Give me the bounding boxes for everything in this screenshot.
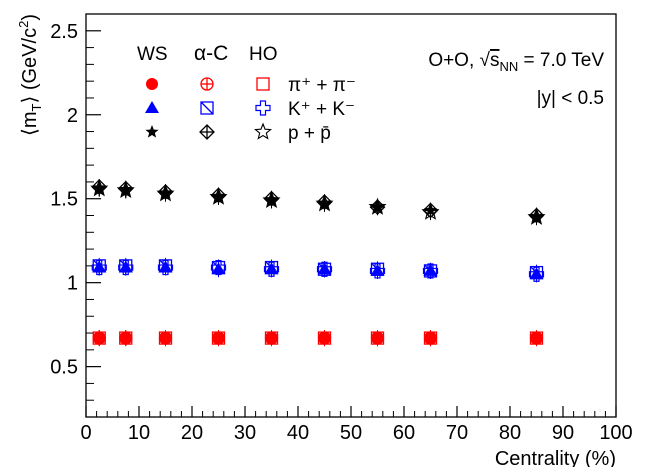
x-tick-label-80: 80 — [499, 422, 521, 444]
data-point — [119, 331, 133, 345]
x-axis-label: Centrality (%) — [495, 448, 616, 467]
x-tick-label-50: 50 — [340, 422, 362, 444]
legend-marker-alphaC-proton — [199, 124, 215, 140]
data-markers — [90, 178, 546, 347]
energy: = 7.0 TeV — [518, 50, 604, 71]
s-letter: s — [490, 50, 500, 71]
data-point — [158, 331, 173, 345]
legend-markers — [145, 77, 273, 140]
legend-marker-HO-kaon — [255, 100, 271, 116]
data-point — [90, 179, 109, 197]
x-tick-label-0: 0 — [80, 422, 91, 444]
data-point — [156, 184, 175, 202]
x-tick-label-40: 40 — [287, 422, 309, 444]
data-point — [317, 331, 332, 345]
data-point — [211, 331, 226, 345]
x-tick-label-100: 100 — [599, 422, 632, 444]
legend-marker-alphaC-kaon — [200, 101, 214, 115]
legend-row-kaon: K⁺ + K⁻ — [288, 99, 355, 120]
legend-header-ho: HO — [249, 44, 278, 65]
data-point — [368, 197, 387, 215]
rapidity-annotation: |y| < 0.5 — [537, 88, 604, 109]
s-sub: NN — [499, 59, 518, 74]
data-point — [370, 331, 385, 345]
series-HO-kaon — [91, 259, 545, 283]
data-point — [423, 331, 438, 345]
data-point — [118, 259, 134, 276]
legend-marker-WS-pion — [146, 78, 158, 90]
y-tick-label-1: 1 — [67, 273, 78, 295]
legend-marker-HO-pion — [256, 77, 270, 91]
legend-marker-WS-proton — [145, 125, 159, 138]
legend-marker-HO-proton — [253, 122, 273, 140]
x-tick-label-20: 20 — [181, 422, 203, 444]
legend-header-ws: WS — [137, 44, 168, 65]
data-point — [116, 180, 135, 198]
data-point — [529, 331, 544, 345]
collision-system-annotation: O+O, √sNN = 7.0 TeV — [428, 50, 604, 74]
y-tick-label-2.5: 2.5 — [50, 21, 78, 43]
x-tick-label-90: 90 — [552, 422, 574, 444]
data-point — [527, 207, 546, 225]
x-tick-label-60: 60 — [393, 422, 415, 444]
data-point — [264, 331, 279, 345]
data-point — [422, 263, 439, 279]
y-tick-label-1.5: 1.5 — [50, 189, 78, 211]
y-axis-label-sub: T — [29, 103, 44, 111]
data-point — [262, 190, 281, 209]
legend-marker-alphaC-pion — [200, 77, 214, 91]
data-point — [210, 259, 227, 276]
axis-ticks — [85, 13, 617, 418]
y-tick-label-0.5: 0.5 — [50, 357, 78, 379]
x-tick-label-10: 10 — [128, 422, 150, 444]
data-point — [157, 259, 174, 276]
x-tick-label-30: 30 — [234, 422, 256, 444]
legend-marker-WS-kaon — [145, 101, 159, 113]
legend-row-proton: p + p̄ — [288, 123, 331, 144]
series-HO-proton — [90, 179, 546, 226]
system-prefix: O+O, — [428, 50, 479, 71]
data-point — [92, 331, 106, 345]
data-point — [528, 266, 545, 282]
data-point — [369, 263, 386, 279]
sqrt-symbol: √ — [480, 50, 491, 71]
y-tick-label-2: 2 — [67, 105, 78, 127]
data-point — [421, 202, 440, 220]
y-axis-label-main: ⟨m — [19, 111, 41, 135]
y-axis-label-rest: ⟩ (GeV/c — [19, 28, 41, 104]
legend-header-alpha-c: α-C — [194, 42, 228, 65]
series-HO-pion — [92, 330, 544, 347]
axis-tick-labels: 0 10 20 30 40 50 60 70 80 90 100 0.5 1 1.5 2 2.5 — [50, 21, 633, 444]
data-point — [91, 259, 107, 276]
data-point — [209, 187, 228, 205]
data-point — [315, 194, 334, 212]
y-axis-label-sup: 2 — [16, 21, 31, 28]
y-axis-label-end: ) — [19, 14, 41, 21]
x-tick-label-70: 70 — [446, 422, 468, 444]
y-axis-label: ⟨mT⟩ (GeV/c2) — [16, 14, 44, 136]
legend: WS α-C HO π⁺ + π⁻ K⁺ + K⁻ p + p̄ — [137, 42, 356, 144]
data-point — [316, 261, 333, 277]
data-point — [263, 261, 280, 277]
legend-row-pion: π⁺ + π⁻ — [288, 75, 356, 96]
